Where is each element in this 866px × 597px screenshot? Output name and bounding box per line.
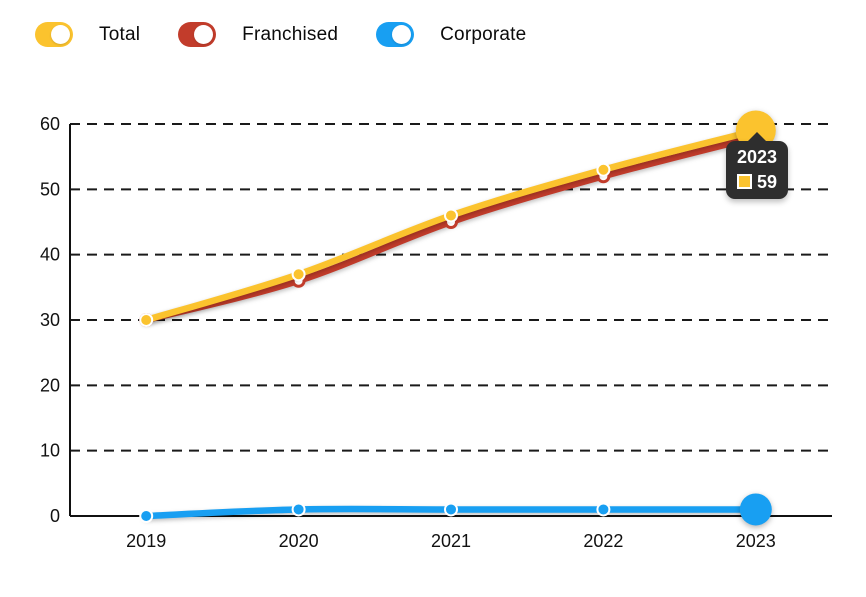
- corporate-point-2022[interactable]: [596, 502, 611, 517]
- corporate-point-highlight[interactable]: [739, 493, 772, 526]
- total-toggle[interactable]: [35, 22, 73, 47]
- toggle-knob-icon: [194, 25, 214, 44]
- y-axis-label-10: 10: [40, 441, 60, 461]
- x-axis-label-2021: 2021: [431, 531, 471, 551]
- legend-item-total[interactable]: Total: [35, 22, 140, 47]
- total-point-2022[interactable]: [596, 162, 611, 177]
- total-point-2020[interactable]: [291, 267, 306, 282]
- total-point-2021[interactable]: [444, 208, 458, 223]
- corporate-point-2019[interactable]: [139, 509, 154, 523]
- toggle-knob-icon: [51, 25, 70, 44]
- y-axis-label-30: 30: [40, 310, 60, 330]
- legend-label-total: Total: [99, 23, 141, 45]
- x-axis-label-2023: 2023: [736, 531, 776, 551]
- legend-label-franchised: Franchised: [242, 23, 339, 45]
- corporate-toggle[interactable]: [376, 22, 415, 47]
- tooltip-series-swatch: [736, 174, 752, 190]
- legend: Total Franchised Corporate: [35, 22, 526, 47]
- legend-label-corporate: Corporate: [440, 23, 527, 45]
- y-axis-label-60: 60: [40, 114, 60, 134]
- x-axis-label-2020: 2020: [279, 531, 319, 551]
- total-point-2019[interactable]: [139, 313, 154, 327]
- legend-item-franchised[interactable]: Franchised: [178, 22, 338, 47]
- y-axis-label-0: 0: [50, 506, 60, 526]
- y-axis-label-20: 20: [40, 375, 60, 395]
- toggle-knob-icon: [392, 25, 412, 44]
- tooltip-caret-icon: [747, 132, 767, 142]
- tooltip-title: 2023: [736, 147, 778, 167]
- corporate-point-2021[interactable]: [444, 502, 458, 517]
- tooltip-value: 59: [756, 171, 778, 192]
- franchised-toggle[interactable]: [178, 22, 217, 47]
- y-axis-label-40: 40: [40, 245, 60, 265]
- legend-item-corporate[interactable]: Corporate: [376, 22, 526, 47]
- tooltip: 2023 59: [726, 132, 788, 199]
- x-axis-label-2019: 2019: [126, 531, 166, 551]
- corporate-point-2020[interactable]: [291, 502, 306, 517]
- y-axis-label-50: 50: [40, 179, 60, 199]
- x-axis-label-2022: 2022: [583, 531, 623, 551]
- tooltip-row: 59: [736, 173, 778, 191]
